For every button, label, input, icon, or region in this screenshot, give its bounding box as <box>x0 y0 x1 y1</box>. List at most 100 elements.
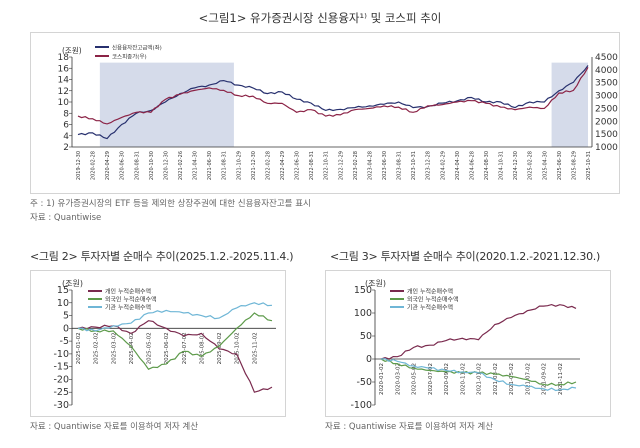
x-tick-label: 2021-11-02 <box>558 363 564 395</box>
x-tick-label: 2020-10-30 <box>149 151 155 180</box>
series-line <box>77 312 273 370</box>
legend-label: 개인 누적순매수액 <box>105 288 151 296</box>
series-line <box>77 65 589 140</box>
x-tick-label: 2020-05-02 <box>412 363 418 395</box>
x-tick-label: 2021-09-02 <box>542 363 548 395</box>
x-tick-label: 2020-01-02 <box>379 363 385 395</box>
x-tick-label: 2021-08-31 <box>222 151 228 180</box>
x-tick-label: 2020-12-30 <box>163 151 169 180</box>
y-tick-label: 15 <box>57 285 69 296</box>
x-tick-label: 2025-10-31 <box>586 151 592 180</box>
x-tick-label: 2023-06-30 <box>382 151 388 180</box>
unit-label: (조원) <box>365 279 386 288</box>
y-tick-label: -20 <box>53 374 69 385</box>
y-tick-label: -5 <box>60 336 69 347</box>
y-tick-label: 8 <box>63 109 69 119</box>
y-tick-label: -10 <box>53 349 69 360</box>
x-tick-label: 2022-04-29 <box>280 151 286 180</box>
x-tick-label: 2022-12-29 <box>338 151 344 180</box>
x-tick-label: 2025-06-30 <box>557 151 563 180</box>
x-tick-label: 2024-02-29 <box>440 151 446 180</box>
y-tick-label: 50 <box>360 331 372 342</box>
legend-label: 외국인 누적순매수액 <box>407 296 459 304</box>
x-tick-label: 2021-05-02 <box>509 363 515 395</box>
y-tick-label: 4 <box>63 132 69 142</box>
y-tick-label: 0 <box>366 354 372 365</box>
x-tick-label: 2025-07-02 <box>182 332 188 364</box>
series-line <box>77 320 273 393</box>
x-tick-label: 2023-04-28 <box>367 151 373 180</box>
x-tick-label: 2023-12-28 <box>426 151 432 180</box>
x-tick-label: 2024-08-30 <box>484 151 490 180</box>
y2-tick-label: 3500 <box>595 79 618 89</box>
fig3-title: <그림 3> 투자자별 순매수 추이(2020.1.2.-2021.12.30.… <box>330 250 600 263</box>
y2-tick-label: 2000 <box>595 117 618 127</box>
x-tick-label: 2021-06-30 <box>207 151 213 180</box>
y-tick-label: 0 <box>63 323 69 334</box>
x-tick-label: 2020-09-02 <box>444 363 450 395</box>
series-line <box>77 302 273 332</box>
y2-tick-label: 1500 <box>595 130 618 140</box>
x-tick-label: 2021-04-30 <box>193 151 199 180</box>
series-line <box>77 66 589 125</box>
x-tick-label: 2020-06-30 <box>120 151 126 180</box>
x-tick-label: 2020-03-02 <box>395 363 401 395</box>
x-tick-label: 2024-12-30 <box>513 151 519 180</box>
x-tick-label: 2022-08-31 <box>309 151 315 180</box>
y2-tick-label: 1000 <box>595 143 618 153</box>
x-tick-label: 2021-01-02 <box>477 363 483 395</box>
legend-label: 코스피종가(우) <box>112 53 147 61</box>
x-tick-label: 2021-12-30 <box>251 151 257 180</box>
x-tick-label: 2020-08-31 <box>134 151 140 180</box>
y2-tick-label: 3000 <box>595 92 618 102</box>
x-tick-label: 2019-12-30 <box>76 151 82 180</box>
x-tick-label: 2022-02-28 <box>265 151 271 180</box>
y2-tick-label: 4500 <box>595 53 618 63</box>
y-tick-label: 14 <box>58 76 70 86</box>
x-tick-label: 2020-11-02 <box>460 363 466 395</box>
x-tick-label: 2021-03-02 <box>493 363 499 395</box>
series-line <box>380 303 577 360</box>
x-tick-label: 2020-02-28 <box>91 151 97 180</box>
fig3-source: 자료 : Quantiwise 자료를 이용하여 저자 계산 <box>325 422 494 432</box>
y-tick-label: -50 <box>356 377 372 388</box>
fig2-source: 자료 : Quantiwise 자료를 이용하여 저자 계산 <box>30 422 199 432</box>
x-tick-label: 2021-02-26 <box>178 151 184 180</box>
fig2-frame <box>30 270 286 417</box>
x-tick-label: 2024-06-28 <box>469 151 475 180</box>
x-tick-label: 2025-10-02 <box>235 332 241 364</box>
y-tick-label: 10 <box>57 298 69 309</box>
y-tick-label: -25 <box>53 387 69 398</box>
y-tick-label: 16 <box>58 64 70 74</box>
y-tick-label: -30 <box>53 400 69 411</box>
fig1-note: 주 : 1) 유가증권시장의 ETF 등을 제외한 상장주권에 대한 신용융자잔… <box>30 199 311 209</box>
y-tick-label: -15 <box>53 362 69 373</box>
legend-label: 외국인 누적순매수액 <box>105 296 157 304</box>
fig3-frame <box>325 270 611 417</box>
legend-label: 기관 누적순매수액 <box>407 304 453 312</box>
x-tick-label: 2022-06-30 <box>295 151 301 180</box>
shaded-period <box>99 62 234 147</box>
legend-label: 개인 누적순매수액 <box>407 288 453 296</box>
y-tick-label: 5 <box>63 311 69 322</box>
fig1-source: 자료 : Quantiwise <box>30 213 102 223</box>
x-tick-label: 2025-08-02 <box>199 332 205 364</box>
y2-tick-label: 2500 <box>595 104 618 114</box>
legend-label: 신용융자잔고금액(좌) <box>112 44 162 52</box>
y-tick-label: 150 <box>354 285 372 296</box>
y-tick-label: -100 <box>350 400 372 411</box>
x-tick-label: 2021-07-02 <box>525 363 531 395</box>
y-tick-label: 6 <box>63 121 69 131</box>
unit-label: (조원) <box>62 46 82 55</box>
x-tick-label: 2025-08-29 <box>571 151 577 180</box>
x-tick-label: 2025-06-02 <box>164 332 170 364</box>
x-tick-label: 2023-10-31 <box>411 151 417 180</box>
y-tick-label: 18 <box>58 53 70 63</box>
x-tick-label: 2020-07-02 <box>428 363 434 395</box>
x-tick-label: 2025-01-02 <box>76 332 82 364</box>
x-tick-label: 2023-08-31 <box>397 151 403 180</box>
y2-tick-label: 4000 <box>595 66 618 76</box>
x-tick-label: 2024-04-30 <box>455 151 461 180</box>
x-tick-label: 2022-10-31 <box>324 151 330 180</box>
